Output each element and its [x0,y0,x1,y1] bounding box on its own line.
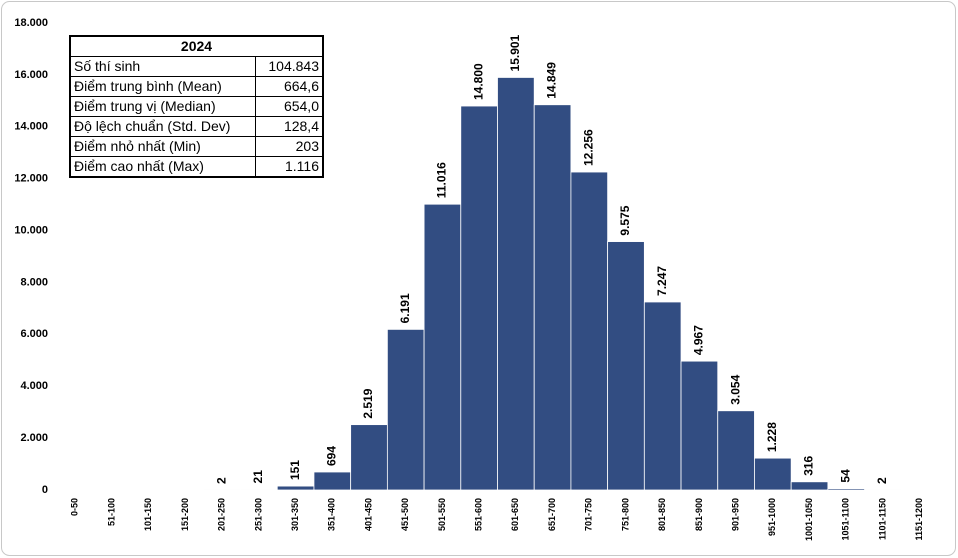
bar [497,77,535,491]
bar [680,360,719,491]
x-tick-label: 451-500 [400,498,410,531]
stat-label: Điểm cao nhất (Max) [69,156,256,178]
x-tick-label: 51-100 [106,498,116,526]
value-label: 1.228 [765,422,779,452]
table-row: Điểm trung vị (Median) 654,0 [69,96,324,117]
stat-value: 203 [255,136,324,157]
x-tick-label: 151-200 [180,498,190,531]
stat-label: Số thí sinh [69,56,256,77]
stat-label: Điểm nhỏ nhất (Min) [69,136,256,157]
bar [643,301,682,491]
table-row: Độ lệch chuẩn (Std. Dev) 128,4 [69,116,324,137]
table-title: 2024 [69,35,324,57]
value-label: 14.849 [545,62,559,99]
x-tick-label: 951-1000 [767,498,777,536]
bar [827,488,865,491]
y-tick-label: 18.000 [14,17,48,29]
bar [790,481,829,491]
x-tick-label: 101-150 [143,498,153,531]
y-tick-label: 2.000 [20,432,48,444]
x-tick-label: 851-900 [694,498,704,531]
x-tick-label: 201-250 [217,498,227,531]
bar [570,171,609,491]
y-tick-label: 8.000 [20,276,48,288]
x-tick-label: 1001-1050 [804,498,814,541]
stat-value: 1.116 [255,156,324,178]
x-tick-label: 751-800 [620,498,630,531]
table-row: Điểm nhỏ nhất (Min) 203 [69,136,324,157]
y-tick-label: 4.000 [20,380,48,392]
x-tick-label: 501-550 [437,498,447,531]
value-label: 4.967 [692,325,706,355]
stats-table: 2024 Số thí sinh 104.843 Điểm trung bình (M… [69,35,324,178]
stat-value: 104.843 [255,56,324,77]
value-label: 6.191 [398,293,412,323]
table-row: Số thí sinh 104.843 [69,56,324,77]
value-label: 2 [875,477,889,484]
value-label: 2.519 [361,388,375,418]
bar [240,489,278,491]
bar [717,410,755,491]
x-tick-label: 701-750 [584,498,594,531]
x-tick-label: 651-700 [547,498,557,531]
value-label: 694 [324,446,338,466]
x-tick-label: 1051-1100 [841,498,851,541]
bar [423,203,462,491]
value-label: 151 [288,460,302,480]
y-tick-label: 16.000 [14,69,48,81]
bar [386,328,425,491]
x-tick-label: 351-400 [327,498,337,531]
bar [276,485,315,491]
y-tick-label: 12.000 [14,173,48,185]
x-tick-label: 1151-1200 [914,498,924,541]
y-tick-label: 0 [42,484,48,496]
value-label: 12.256 [581,129,595,166]
x-tick-label: 601-650 [510,498,520,531]
stat-label: Điểm trung vị (Median) [69,96,256,117]
stat-value: 654,0 [255,96,324,117]
x-tick-label: 401-450 [363,498,373,531]
bar [533,104,572,491]
stat-value: 664,6 [255,76,324,97]
y-tick-label: 6.000 [20,328,48,340]
x-tick-label: 1101-1150 [877,498,887,540]
table-header-row: 2024 [69,35,324,57]
stat-label: Độ lệch chuẩn (Std. Dev) [69,116,256,137]
value-label: 9.575 [618,205,632,235]
value-label: 21 [251,470,265,484]
bar [754,457,792,491]
value-label: 15.901 [508,34,522,71]
table-row: Điểm cao nhất (Max) 1.116 [69,156,324,178]
x-tick-label: 801-850 [657,498,667,531]
table-row: Điểm trung bình (Mean) 664,6 [69,76,324,97]
value-label: 14.800 [471,63,485,100]
x-tick-label: 0-50 [70,498,80,516]
x-tick-label: 301-350 [290,498,300,531]
stat-value: 128,4 [255,116,324,137]
value-label: 3.054 [728,374,742,404]
bar [313,471,352,491]
bar [460,105,498,491]
value-label: 11.016 [435,162,449,198]
x-tick-label: 901-950 [730,498,740,531]
y-tick-label: 14.000 [14,121,48,133]
value-label: 316 [802,455,816,475]
x-tick-label: 551-600 [474,498,484,531]
value-label: 54 [838,469,852,483]
value-label: 2 [214,477,228,484]
value-label: 7.247 [655,266,669,296]
x-tick-label: 251-300 [253,498,263,531]
bar [607,241,645,491]
y-tick-label: 10.000 [14,224,48,236]
stat-label: Điểm trung bình (Mean) [69,76,256,97]
bar [350,424,388,491]
